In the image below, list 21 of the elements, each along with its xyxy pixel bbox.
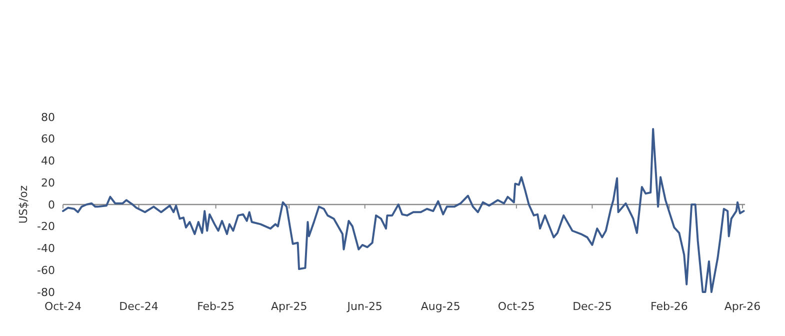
y-tick-label: -80 [37, 286, 55, 299]
x-tick-label: Apr-26 [724, 300, 761, 313]
y-tick-label: -20 [37, 220, 55, 234]
y-tick-label: 40 [41, 154, 55, 168]
x-tick-label: Dec-25 [572, 300, 612, 313]
y-tick-label: 80 [41, 110, 55, 124]
x-tick-label: Jun-25 [346, 300, 382, 313]
x-tick-label: Feb-25 [197, 300, 235, 313]
y-tick-label: -60 [37, 264, 55, 277]
y-tick-label: 60 [41, 132, 55, 146]
x-tick-label: Aug-25 [420, 300, 460, 313]
y-tick-label: 20 [41, 176, 55, 190]
x-tick-label: Dec-24 [119, 300, 158, 313]
x-tick-label: Apr-25 [270, 300, 308, 313]
x-tick-label: Feb-26 [650, 300, 688, 313]
x-tick-label: Oct-25 [498, 300, 535, 313]
line-series [62, 128, 745, 293]
x-tick-label: Oct-24 [44, 300, 82, 313]
y-tick-label: 0 [48, 198, 55, 212]
y-axis-title: US$/oz [17, 185, 30, 224]
y-tick-label: -40 [37, 242, 55, 256]
